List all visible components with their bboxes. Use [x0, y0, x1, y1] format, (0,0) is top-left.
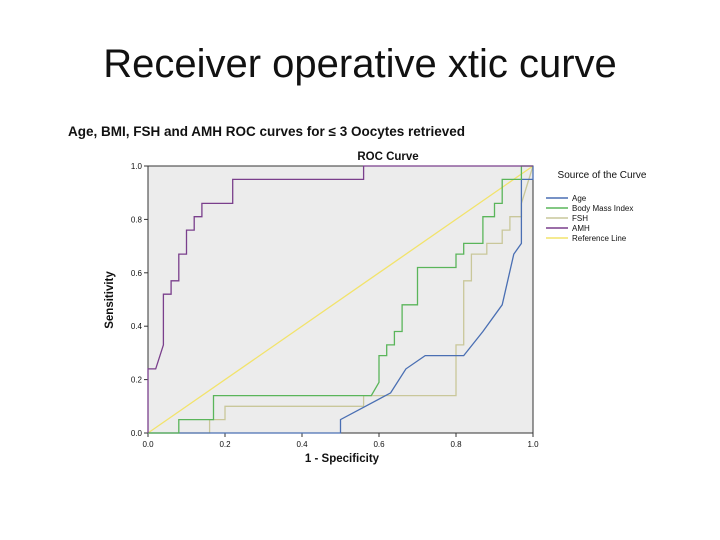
legend-label: Reference Line	[572, 234, 627, 243]
y-ticks: 0.0 0.2 0.4 0.6 0.8 1.0	[131, 162, 148, 438]
series-line-amh	[147, 165, 533, 433]
series-line-age	[148, 166, 534, 434]
y-tick-label: 0.6	[131, 269, 143, 278]
roc-chart: ROC Curve 1 - Specificity Sensitivity So…	[104, 151, 647, 465]
series-lines	[147, 165, 534, 434]
legend-label: Age	[572, 194, 587, 203]
x-axis-label: 1 - Specificity	[305, 453, 380, 465]
y-axis-label: Sensitivity	[104, 271, 116, 329]
chart-heading: Age, BMI, FSH and AMH ROC curves for ≤ 3…	[68, 124, 466, 139]
legend-label: FSH	[572, 214, 588, 223]
y-tick-label: 0.2	[131, 376, 143, 385]
y-tick-label: 1.0	[131, 162, 143, 171]
y-tick-label: 0.8	[131, 215, 143, 224]
legend-label: AMH	[572, 224, 590, 233]
y-tick-label: 0.0	[131, 429, 143, 438]
legend-title: Source of the Curve	[558, 170, 647, 181]
y-tick-label: 0.4	[131, 322, 143, 331]
x-tick-label: 0.6	[373, 440, 385, 449]
x-tick-label: 0.8	[450, 440, 462, 449]
series-line-fsh	[148, 165, 534, 434]
series-line-body-mass-index	[148, 165, 533, 434]
legend-label: Body Mass Index	[572, 204, 633, 213]
chart-title: ROC Curve	[357, 151, 418, 163]
x-tick-label: 0.4	[296, 440, 308, 449]
x-tick-label: 1.0	[527, 440, 539, 449]
x-ticks: 0.0 0.2 0.4 0.6 0.8 1.0	[142, 433, 539, 449]
series-line-reference-line	[147, 165, 534, 434]
x-tick-label: 0.0	[142, 440, 154, 449]
slide-title: Receiver operative xtic curve	[103, 42, 617, 86]
x-tick-label: 0.2	[219, 440, 231, 449]
